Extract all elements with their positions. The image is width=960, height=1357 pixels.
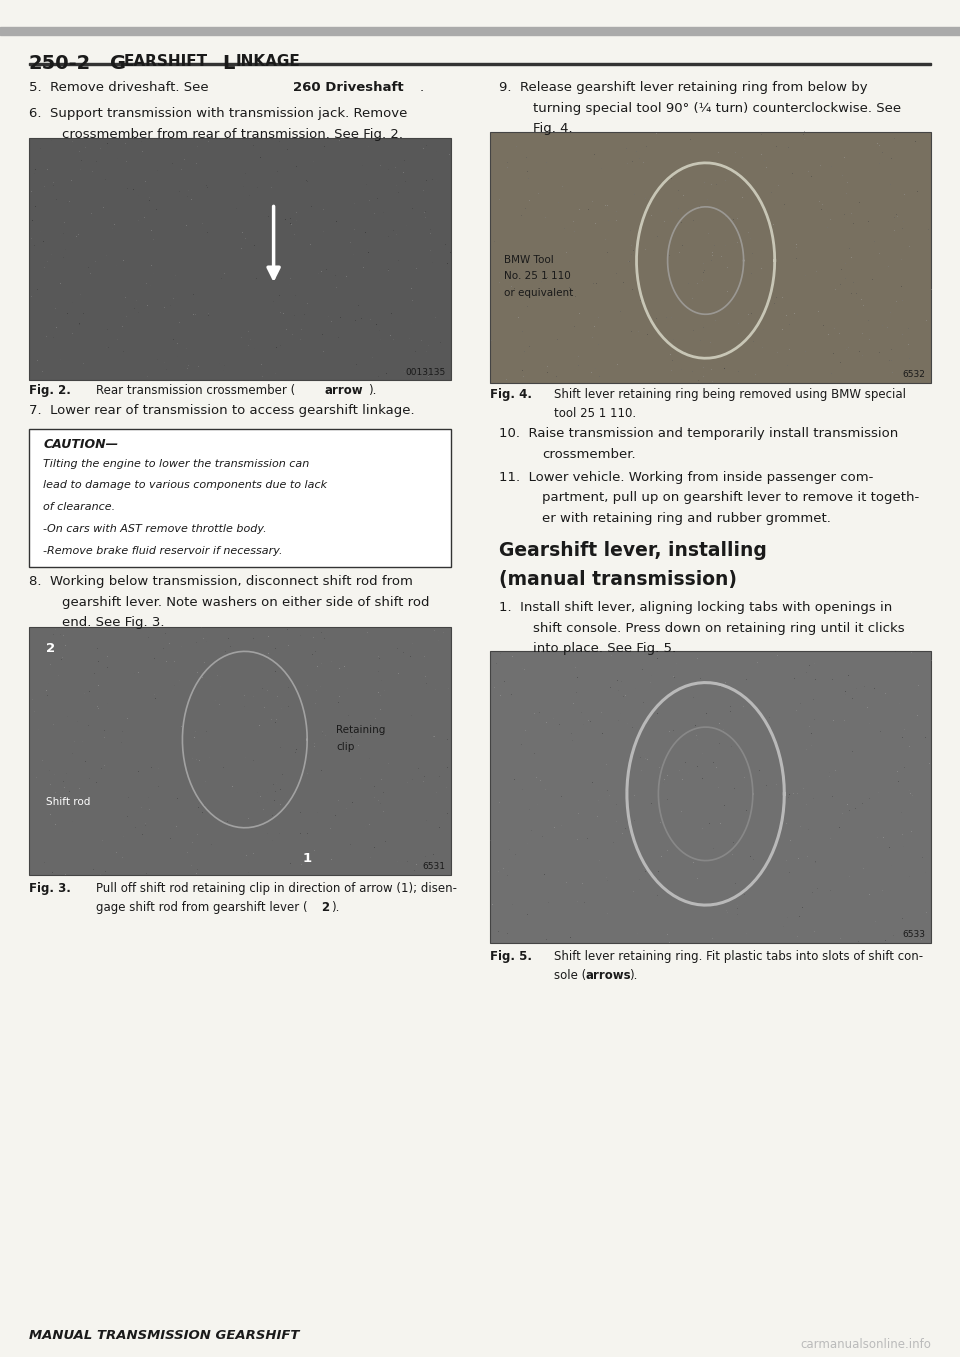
Text: -Remove brake fluid reservoir if necessary.: -Remove brake fluid reservoir if necessa… [43, 546, 282, 555]
Text: clip: clip [336, 742, 354, 752]
Text: 2: 2 [322, 901, 329, 915]
Text: INKAGE: INKAGE [235, 54, 300, 69]
Text: arrows: arrows [586, 969, 632, 982]
Text: Rear transmission crossmember (: Rear transmission crossmember ( [96, 384, 296, 398]
Text: 9.  Release gearshift lever retaining ring from below by: 9. Release gearshift lever retaining rin… [499, 81, 868, 95]
Text: Gearshift lever, installing: Gearshift lever, installing [499, 541, 767, 560]
Text: crossmember from rear of transmission. See Fig. 2.: crossmember from rear of transmission. S… [62, 128, 403, 141]
Text: shift console. Press down on retaining ring until it clicks: shift console. Press down on retaining r… [533, 622, 904, 635]
Text: ).: ). [368, 384, 376, 398]
Text: Fig. 4.: Fig. 4. [490, 388, 532, 402]
Text: gage shift rod from gearshift lever (: gage shift rod from gearshift lever ( [96, 901, 307, 915]
Bar [29, 62, 931, 65]
Text: 6531: 6531 [422, 862, 445, 871]
Text: 1.  Install shift lever, aligning locking tabs with openings in: 1. Install shift lever, aligning locking… [499, 601, 893, 615]
Bar [490, 651, 931, 943]
Text: Shift rod: Shift rod [46, 797, 90, 806]
Text: (manual transmission): (manual transmission) [499, 570, 737, 589]
Text: No. 25 1 110: No. 25 1 110 [504, 271, 571, 281]
Text: 5.  Remove driveshaft. See: 5. Remove driveshaft. See [29, 81, 213, 95]
Text: .: . [420, 81, 423, 95]
Text: Fig. 2.: Fig. 2. [29, 384, 71, 398]
Text: 0013135: 0013135 [405, 368, 445, 377]
Text: Fig. 5.: Fig. 5. [490, 950, 532, 963]
Text: L: L [223, 54, 235, 73]
Text: 6532: 6532 [902, 369, 925, 379]
Text: partment, pull up on gearshift lever to remove it togeth-: partment, pull up on gearshift lever to … [542, 491, 920, 505]
Text: 6533: 6533 [902, 930, 925, 939]
Text: CAUTION—: CAUTION— [43, 438, 118, 452]
Text: crossmember.: crossmember. [542, 448, 636, 461]
Bar [0, 27, 960, 35]
Text: 1: 1 [302, 852, 312, 866]
Text: er with retaining ring and rubber grommet.: er with retaining ring and rubber gromme… [542, 512, 831, 525]
Text: EARSHIFT: EARSHIFT [124, 54, 208, 69]
Text: Retaining: Retaining [336, 725, 385, 734]
Bar [29, 429, 451, 567]
Bar [29, 627, 451, 875]
Text: sole (: sole ( [554, 969, 587, 982]
Text: turning special tool 90° (¼ turn) counterclockwise. See: turning special tool 90° (¼ turn) counte… [533, 102, 900, 115]
Text: Shift lever retaining ring being removed using BMW special: Shift lever retaining ring being removed… [554, 388, 906, 402]
Text: 7.  Lower rear of transmission to access gearshift linkage.: 7. Lower rear of transmission to access … [29, 404, 415, 418]
Text: 250-2: 250-2 [29, 54, 91, 73]
Text: Fig. 3.: Fig. 3. [29, 882, 71, 896]
Text: lead to damage to various components due to lack: lead to damage to various components due… [43, 480, 327, 490]
Text: gearshift lever. Note washers on either side of shift rod: gearshift lever. Note washers on either … [62, 596, 430, 609]
Text: BMW Tool: BMW Tool [504, 255, 554, 265]
Text: Shift lever retaining ring. Fit plastic tabs into slots of shift con-: Shift lever retaining ring. Fit plastic … [554, 950, 924, 963]
Text: 260 Driveshaft: 260 Driveshaft [293, 81, 403, 95]
Text: Pull off shift rod retaining clip in direction of arrow (1); disen-: Pull off shift rod retaining clip in dir… [96, 882, 457, 896]
Text: ).: ). [331, 901, 340, 915]
Text: or equivalent: or equivalent [504, 288, 573, 297]
Text: arrow: arrow [324, 384, 363, 398]
Text: 8.  Working below transmission, disconnect shift rod from: 8. Working below transmission, disconnec… [29, 575, 413, 589]
Text: into place. See Fig. 5.: into place. See Fig. 5. [533, 642, 676, 655]
Text: end. See Fig. 3.: end. See Fig. 3. [62, 616, 165, 630]
Text: Fig. 4.: Fig. 4. [533, 122, 572, 136]
Text: ).: ). [629, 969, 637, 982]
Bar [490, 132, 931, 383]
Text: G: G [110, 54, 127, 73]
Text: Tilting the engine to lower the transmission can: Tilting the engine to lower the transmis… [43, 459, 309, 468]
Bar [29, 138, 451, 380]
Text: 6.  Support transmission with transmission jack. Remove: 6. Support transmission with transmissio… [29, 107, 407, 121]
Text: -On cars with AST remove throttle body.: -On cars with AST remove throttle body. [43, 524, 267, 533]
Text: 2: 2 [46, 642, 56, 655]
Text: 10.  Raise transmission and temporarily install transmission: 10. Raise transmission and temporarily i… [499, 427, 899, 441]
Text: 11.  Lower vehicle. Working from inside passenger com-: 11. Lower vehicle. Working from inside p… [499, 471, 874, 484]
Text: of clearance.: of clearance. [43, 502, 115, 512]
Text: carmanualsonline.info: carmanualsonline.info [801, 1338, 931, 1352]
Text: MANUAL TRANSMISSION GEARSHIFT: MANUAL TRANSMISSION GEARSHIFT [29, 1329, 300, 1342]
Text: tool 25 1 110.: tool 25 1 110. [554, 407, 636, 421]
